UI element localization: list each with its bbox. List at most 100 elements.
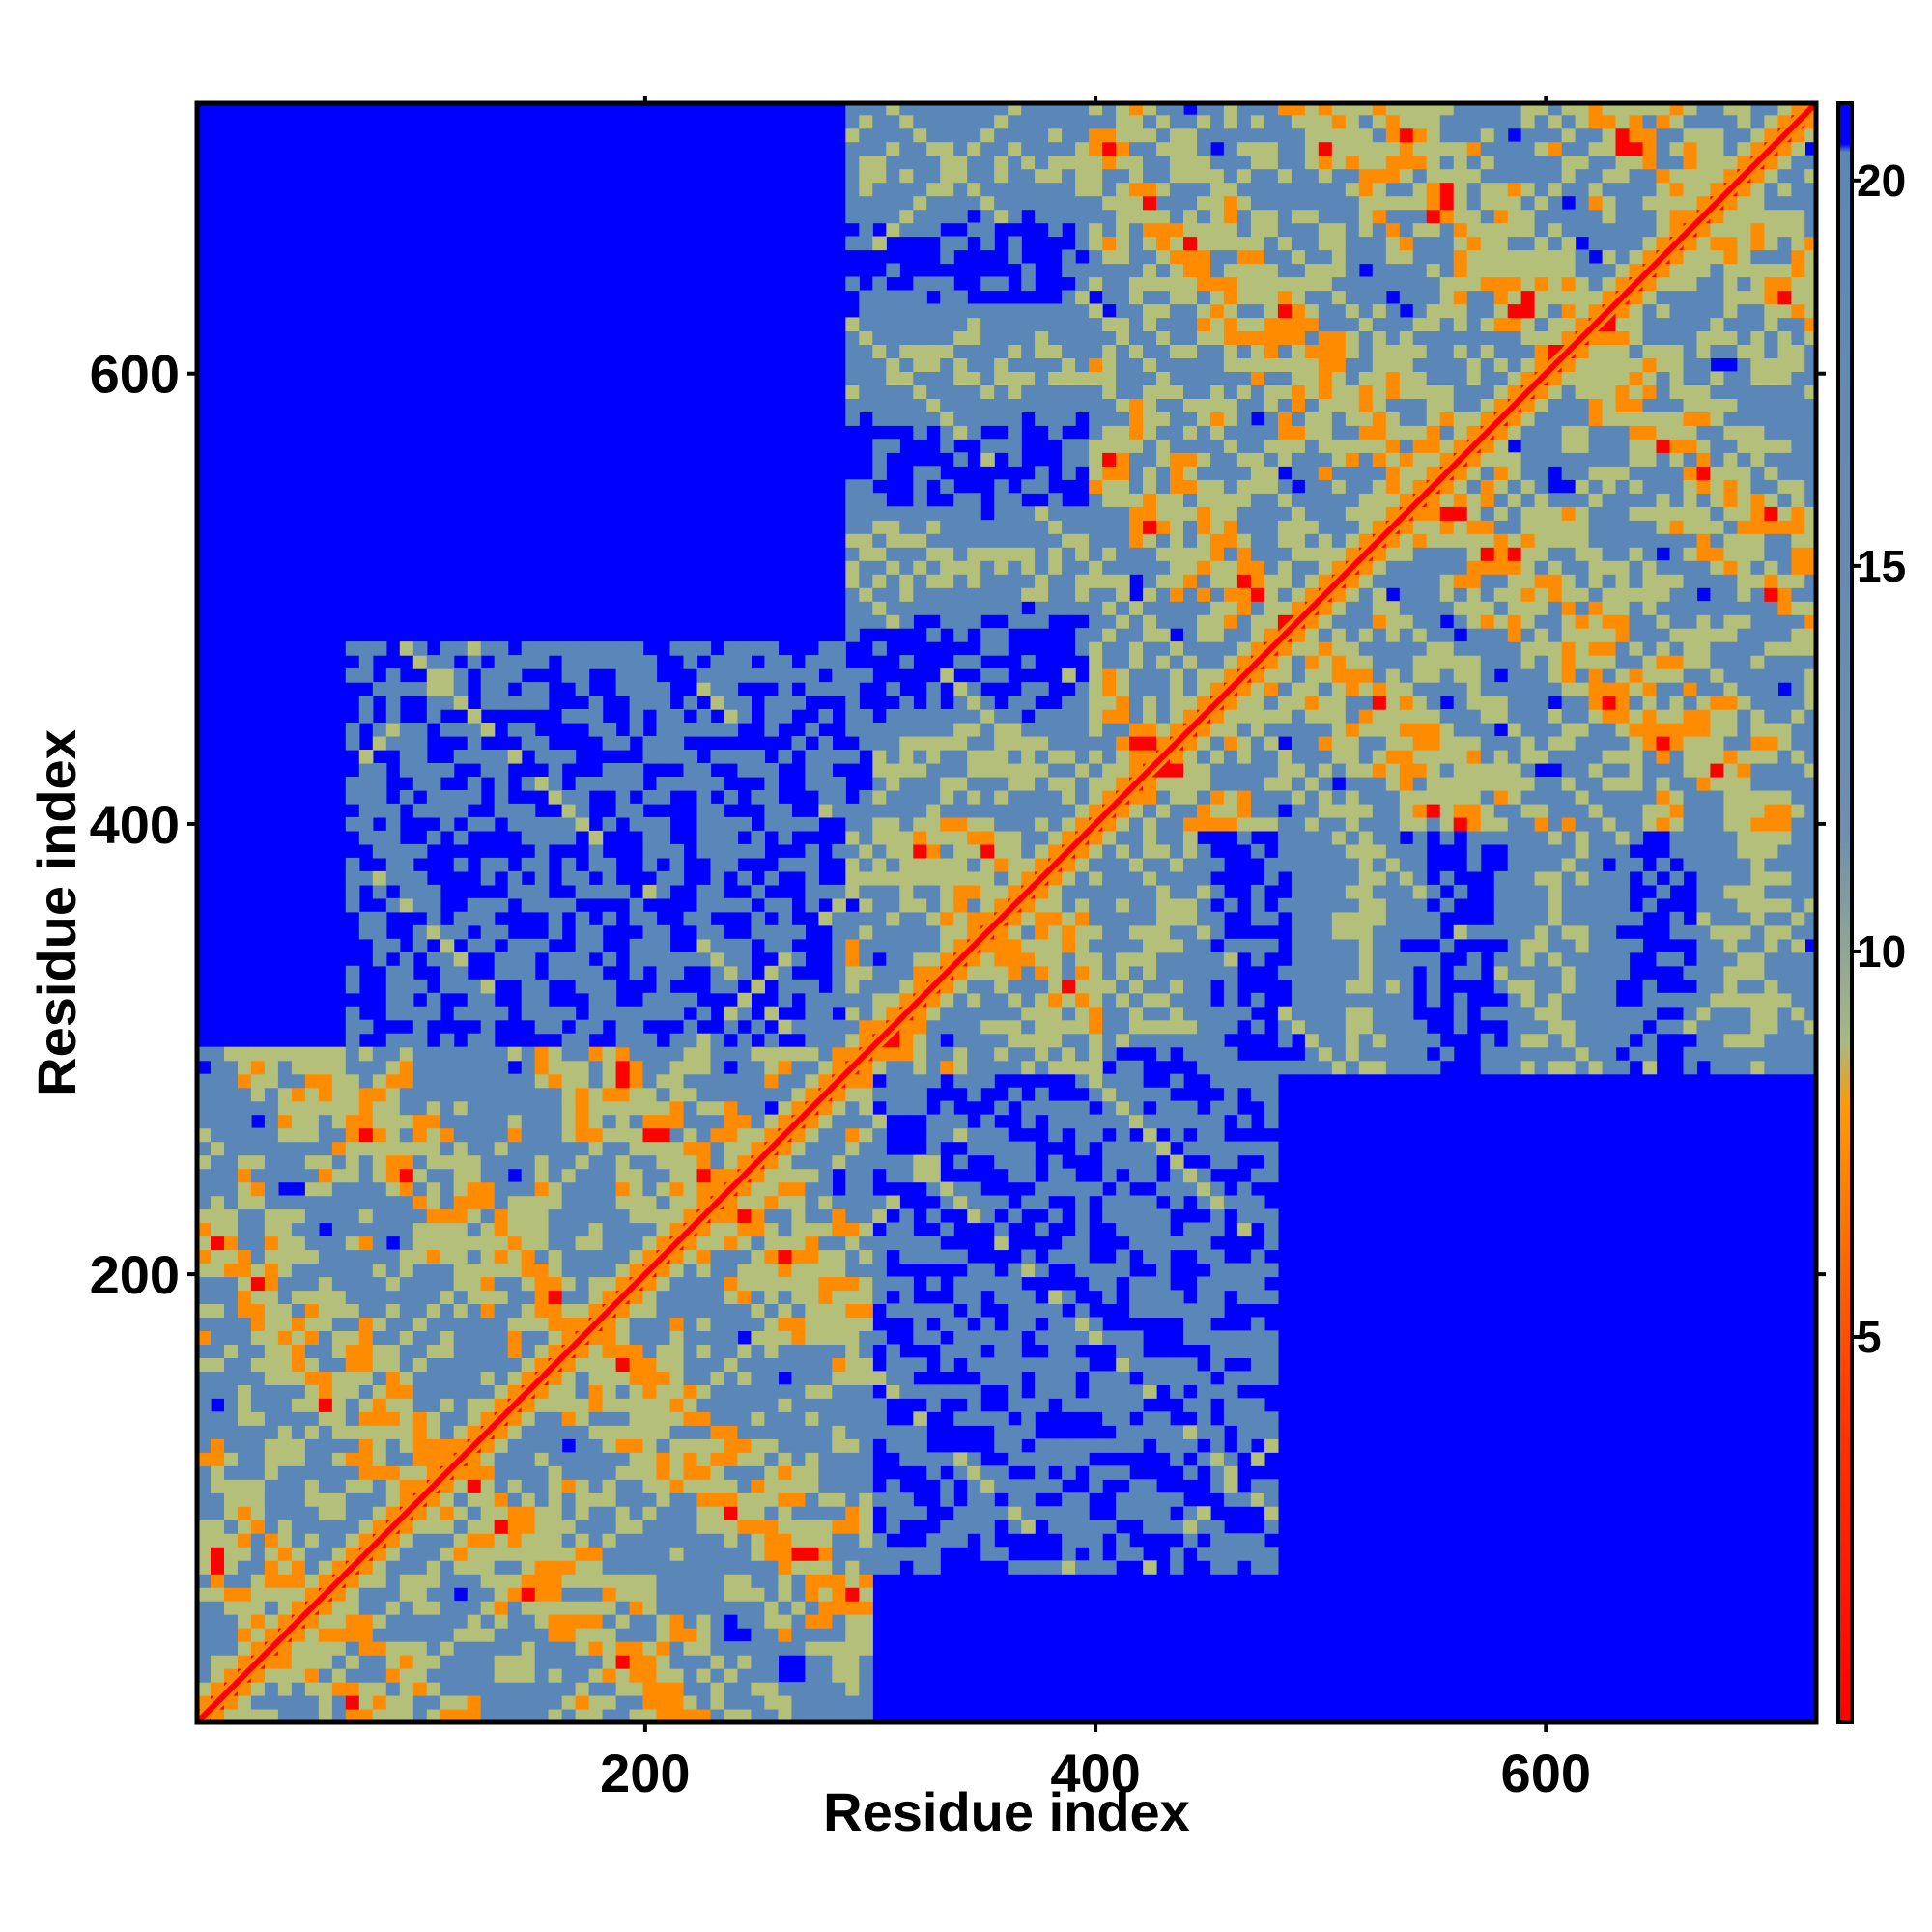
heatmap-cell: [1021, 1560, 1036, 1575]
heatmap-cell: [629, 655, 644, 669]
heatmap-cell: [899, 1046, 914, 1062]
heatmap-cell: [872, 1195, 887, 1210]
heatmap-cell: [453, 830, 469, 845]
plot-area: [194, 100, 1819, 1725]
heatmap-cell: [737, 1587, 752, 1602]
heatmap-cell: [1129, 103, 1144, 116]
heatmap-cell: [859, 830, 873, 845]
heatmap-cell: [480, 870, 496, 886]
heatmap-cell: [1075, 1006, 1090, 1021]
heatmap-cell: [872, 506, 887, 521]
heatmap-cell: [494, 1533, 509, 1548]
heatmap-cell: [845, 857, 860, 872]
heatmap-cell: [940, 155, 954, 170]
heatmap-cell: [521, 682, 536, 696]
heatmap-cell: [1008, 736, 1022, 751]
heatmap-cell: [521, 1614, 536, 1629]
heatmap-cell: [399, 736, 414, 751]
heatmap-cell: [669, 1465, 685, 1480]
heatmap-cell: [264, 1668, 279, 1683]
heatmap-cell: [331, 1438, 347, 1453]
heatmap-cell: [805, 1465, 819, 1480]
heatmap-cell: [211, 1384, 225, 1399]
heatmap-cell: [1143, 979, 1157, 994]
heatmap-cell: [1008, 952, 1022, 967]
heatmap-cell: [859, 1614, 873, 1629]
heatmap-cell: [1089, 1520, 1103, 1534]
heatmap-cell: [980, 790, 995, 805]
heatmap-cell: [250, 1236, 266, 1251]
heatmap-cell: [1062, 128, 1076, 143]
heatmap-cell: [751, 1547, 765, 1561]
heatmap-cell: [859, 1411, 873, 1426]
heatmap-cell: [1102, 736, 1117, 751]
heatmap-cell: [440, 803, 455, 818]
heatmap-cell: [534, 1141, 550, 1156]
heatmap-cell: [615, 1384, 631, 1399]
heatmap-cell: [345, 1154, 360, 1170]
heatmap-cell: [980, 709, 995, 724]
heatmap-cell: [845, 1695, 860, 1710]
heatmap-cell: [1048, 1479, 1063, 1493]
heatmap-cell: [899, 979, 914, 994]
heatmap-cell: [358, 1236, 374, 1251]
heatmap-cell: [1143, 897, 1157, 913]
heatmap-cell: [561, 1682, 577, 1696]
heatmap-cell: [913, 1303, 927, 1318]
heatmap-cell: [859, 587, 873, 602]
heatmap-cell: [994, 209, 1009, 224]
heatmap-cell: [277, 1276, 293, 1292]
heatmap-cell: [669, 1154, 685, 1170]
heatmap-cell: [426, 1682, 441, 1696]
heatmap-cell: [656, 870, 671, 886]
heatmap-cell: [859, 574, 873, 588]
heatmap-cell: [953, 452, 968, 467]
heatmap-cell: [886, 330, 900, 345]
heatmap-cell: [859, 222, 873, 238]
heatmap-cell: [1156, 1208, 1171, 1224]
heatmap-cell: [1102, 249, 1117, 265]
heatmap-cell: [899, 843, 914, 859]
heatmap-cell: [669, 1033, 685, 1048]
heatmap-cell: [1048, 357, 1063, 372]
heatmap-cell: [886, 965, 900, 980]
heatmap-cell: [953, 897, 968, 913]
heatmap-cell: [467, 641, 482, 656]
heatmap-cell: [899, 398, 914, 412]
heatmap-cell: [696, 1141, 712, 1156]
heatmap-cell: [656, 723, 671, 737]
heatmap-cell: [494, 897, 509, 913]
heatmap-cell: [1116, 1411, 1130, 1426]
heatmap-cell: [521, 857, 536, 872]
heatmap-cell: [1116, 1438, 1130, 1453]
heatmap-cell: [994, 992, 1009, 1008]
heatmap-cell: [926, 195, 941, 211]
heatmap-cell: [791, 1682, 806, 1696]
heatmap-cell: [899, 803, 914, 818]
heatmap-cell: [467, 1695, 482, 1710]
heatmap-cell: [211, 1249, 225, 1264]
heatmap-cell: [940, 601, 954, 615]
heatmap-cell: [1075, 398, 1090, 412]
heatmap-cell: [683, 1560, 698, 1575]
heatmap-cell: [1129, 479, 1144, 494]
heatmap-cell: [494, 1506, 509, 1520]
heatmap-cell: [331, 1425, 347, 1439]
heatmap-cell: [818, 803, 833, 818]
heatmap-cell: [277, 1438, 293, 1453]
heatmap-cell: [805, 870, 819, 886]
heatmap-cell: [1129, 141, 1144, 156]
heatmap-cell: [440, 1168, 455, 1183]
heatmap-cell: [561, 952, 577, 967]
heatmap-cell: [238, 1168, 252, 1183]
heatmap-cell: [656, 979, 671, 994]
heatmap-cell: [588, 1046, 604, 1062]
heatmap-cell: [277, 1168, 293, 1183]
heatmap-cell: [602, 1195, 617, 1210]
heatmap-cell: [238, 1492, 252, 1507]
heatmap-cell: [480, 1249, 496, 1264]
heatmap-cell: [764, 1371, 779, 1385]
heatmap-cell: [913, 870, 927, 886]
heatmap-cell: [1075, 965, 1090, 980]
heatmap-cell: [345, 1168, 360, 1183]
